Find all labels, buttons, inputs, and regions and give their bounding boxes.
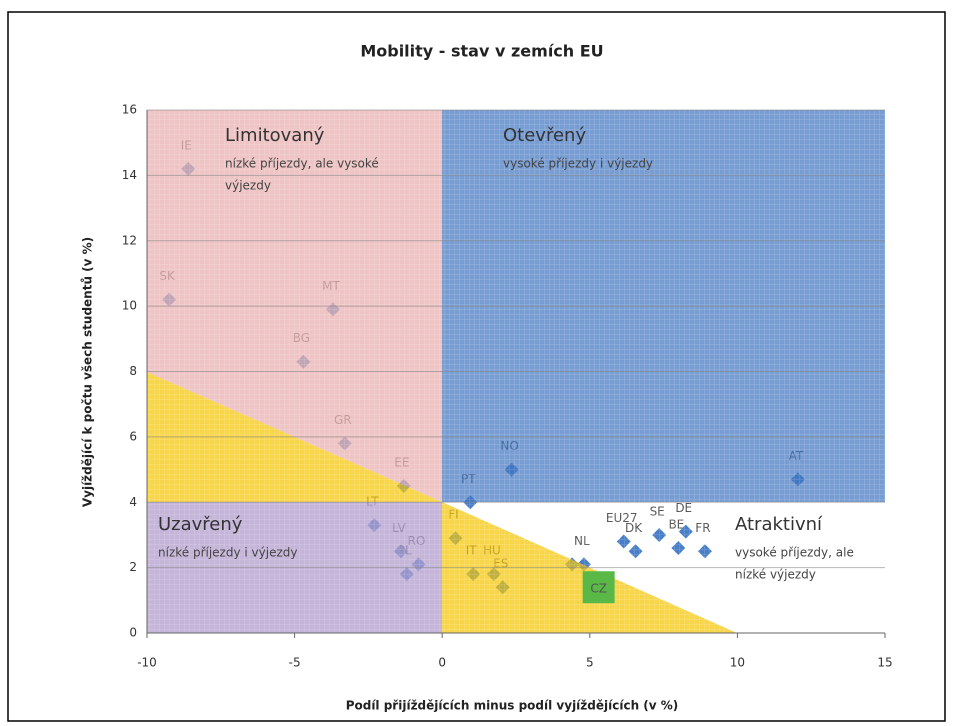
y-tick-label: 16 <box>122 103 137 117</box>
quadrant-desc: vysoké příjezdy, ale <box>735 546 854 560</box>
quadrant-name: Otevřený <box>503 125 586 146</box>
x-tick-label: 0 <box>438 656 446 670</box>
x-tick-label: -10 <box>137 656 157 670</box>
quadrant-name: Limitovaný <box>225 125 325 146</box>
quadrant-desc: nízké příjezdy, ale vysoké <box>225 157 379 171</box>
y-tick-label: 6 <box>129 429 137 443</box>
y-tick-label: 10 <box>122 299 137 313</box>
quadrant-name: Uzavřený <box>158 514 243 535</box>
y-tick-label: 12 <box>122 233 137 247</box>
y-tick-label: 2 <box>129 560 137 574</box>
y-axis-label: Vyjíždějící k počtu všech studentů (v %) <box>81 237 95 507</box>
point <box>582 571 615 604</box>
x-tick-label: -5 <box>289 656 301 670</box>
quadrant-name: Atraktivní <box>735 514 823 535</box>
point-label: CZ <box>590 582 607 596</box>
y-tick-label: 4 <box>129 495 137 509</box>
y-tick-label: 14 <box>122 168 137 182</box>
x-tick-label: 10 <box>730 656 745 670</box>
y-tick-label: 8 <box>129 364 137 378</box>
x-tick-label: 5 <box>586 656 594 670</box>
quadrant-desc: výjezdy <box>225 179 271 193</box>
x-tick-label: 15 <box>877 656 892 670</box>
quadrant-desc: vysoké příjezdy i výjezdy <box>503 157 653 171</box>
quadrant-desc: nízké příjezdy i výjezdy <box>158 546 297 560</box>
chart-title: Mobility - stav v zemích EU <box>360 42 603 61</box>
y-tick-label: 0 <box>129 626 137 640</box>
quadrant-desc: nízké výjezdy <box>735 568 816 582</box>
x-axis-label: Podíl přijíždějících minus podíl vyjíždě… <box>346 699 679 713</box>
